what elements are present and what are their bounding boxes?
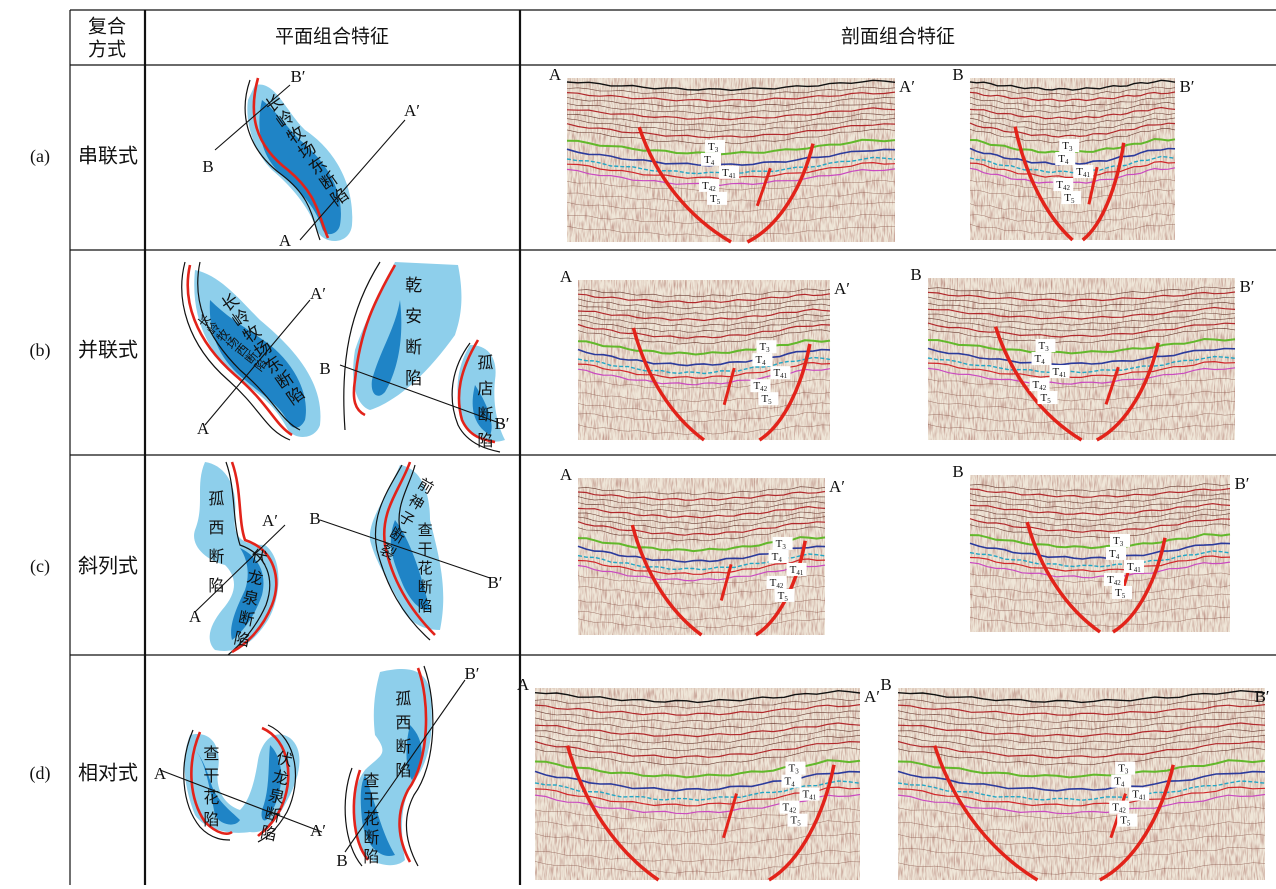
horizon-tag-sub: 5	[784, 595, 788, 603]
horizon-tag-sub: 42	[776, 582, 784, 590]
header-corner: 方式	[88, 38, 126, 60]
seismic-section	[578, 280, 830, 440]
horizon-tag-sub: 5	[1127, 819, 1131, 827]
horizon-tag-sub: 5	[1047, 397, 1051, 405]
section-line-label: A	[197, 419, 210, 438]
horizon-tag-sub: 5	[717, 197, 721, 205]
horizon-tag-sub: 4	[778, 556, 782, 564]
row-mode: 斜列式	[78, 555, 138, 578]
horizon-tag-sub: 3	[1069, 145, 1073, 153]
figure: 复合 方式 平面组合特征 剖面组合特征 (a)串联式长岭牧场东断陷B′A′BAA…	[0, 0, 1276, 889]
horizon-tag-sub: 5	[768, 398, 772, 406]
horizon-tag-sub: 5	[1122, 592, 1126, 600]
section-line-label: A	[189, 607, 202, 626]
section-end-label: A	[560, 267, 573, 286]
section-end-label: B′	[1239, 277, 1254, 296]
row-index: (d)	[30, 763, 51, 784]
plan-label: 孤西断陷	[392, 690, 411, 786]
section-line-label: A′	[310, 284, 326, 303]
horizon-tag-sub: 41	[796, 569, 804, 577]
section-end-label: A	[517, 675, 530, 694]
section-line-label: B	[336, 851, 347, 870]
horizon-tag-sub: 3	[782, 543, 786, 551]
plan-label: 查干花陷	[200, 745, 219, 833]
horizon-tag-sub: 41	[780, 372, 788, 380]
horizon-tag-sub: 41	[809, 793, 817, 801]
horizon-tag-sub: 5	[1071, 197, 1075, 205]
section-line-label: A′	[262, 511, 278, 530]
horizon-tag-sub: 42	[1063, 184, 1071, 192]
horizon-tag-sub: 42	[709, 184, 717, 192]
section-line-label: B	[319, 359, 330, 378]
section-end-label: B′	[1234, 474, 1249, 493]
section-line-label: B′	[487, 573, 502, 592]
row-mode: 并联式	[78, 339, 138, 362]
section-line-label: A′	[404, 101, 420, 120]
horizon-tag-sub: 3	[795, 767, 799, 775]
section-line-label: A	[154, 764, 167, 783]
horizon-tag-sub: 41	[729, 171, 737, 179]
horizon-tag-sub: 42	[789, 806, 797, 814]
section-line-label: A	[279, 231, 292, 250]
horizon-tag-sub: 41	[1139, 793, 1147, 801]
row-index: (b)	[30, 340, 51, 361]
section-end-label: A′	[899, 77, 915, 96]
horizon-tag-sub: 41	[1134, 566, 1142, 574]
section-end-label: A	[560, 465, 573, 484]
row-index: (a)	[30, 146, 50, 167]
section-line-label: B	[309, 509, 320, 528]
seismic-section	[928, 278, 1235, 440]
plan-label: 孤西断陷	[205, 490, 224, 606]
section-line-label: B′	[290, 67, 305, 86]
section-end-label: B′	[1254, 687, 1269, 706]
header-plan: 平面组合特征	[275, 25, 389, 47]
horizon-tag-sub: 4	[791, 780, 795, 788]
section-end-label: B′	[1179, 77, 1194, 96]
horizon-tag-sub: 42	[1119, 806, 1127, 814]
horizon-tag-sub: 4	[1116, 553, 1120, 561]
plan-label: 乾安断陷	[402, 276, 422, 400]
plan-label: 查干花断陷	[416, 522, 433, 617]
horizon-tag-sub: 3	[1125, 767, 1129, 775]
section-line-label: B′	[494, 414, 509, 433]
section-end-label: B	[952, 65, 963, 84]
horizon-tag-sub: 41	[1083, 171, 1091, 179]
page: 复合 方式 平面组合特征 剖面组合特征 (a)串联式长岭牧场东断陷B′A′BAA…	[0, 0, 1276, 889]
plan-label: 查干花断陷	[360, 772, 379, 867]
horizon-tag-sub: 42	[1114, 579, 1122, 587]
section-line-label: A′	[310, 821, 326, 840]
horizon-tag-sub: 4	[711, 158, 715, 166]
horizon-tag-sub: 42	[1039, 384, 1047, 392]
header-section: 剖面组合特征	[841, 25, 955, 47]
horizon-tag-sub: 42	[760, 385, 768, 393]
seismic-section	[567, 78, 895, 242]
section-end-label: A	[549, 65, 562, 84]
section-end-label: A′	[864, 687, 880, 706]
horizon-tag-sub: 3	[1045, 345, 1049, 353]
row-mode: 相对式	[78, 762, 138, 785]
section-line-label: B	[202, 157, 213, 176]
horizon-tag-sub: 5	[797, 819, 801, 827]
horizon-tag-sub: 4	[1041, 358, 1045, 366]
section-end-label: A′	[834, 279, 850, 298]
horizon-tag-sub: 3	[766, 346, 770, 354]
horizon-tag-sub: 3	[1120, 540, 1124, 548]
horizon-tag-sub: 4	[1065, 158, 1069, 166]
section-end-label: B	[910, 265, 921, 284]
section-line-label: B′	[464, 664, 479, 683]
horizon-tag-sub: 41	[1059, 371, 1067, 379]
plan-label: 孤店断陷	[474, 354, 493, 458]
horizon-tag-sub: 3	[715, 145, 719, 153]
header-corner: 复合	[88, 15, 126, 37]
seismic-section	[898, 688, 1265, 880]
horizon-tag-sub: 4	[762, 359, 766, 367]
row-index: (c)	[30, 556, 50, 577]
section-end-label: A′	[829, 477, 845, 496]
row-mode: 串联式	[78, 145, 138, 168]
seismic-section	[970, 475, 1230, 632]
seismic-section	[535, 688, 860, 880]
section-end-label: B	[880, 675, 891, 694]
section-end-label: B	[952, 462, 963, 481]
horizon-tag-sub: 4	[1121, 780, 1125, 788]
